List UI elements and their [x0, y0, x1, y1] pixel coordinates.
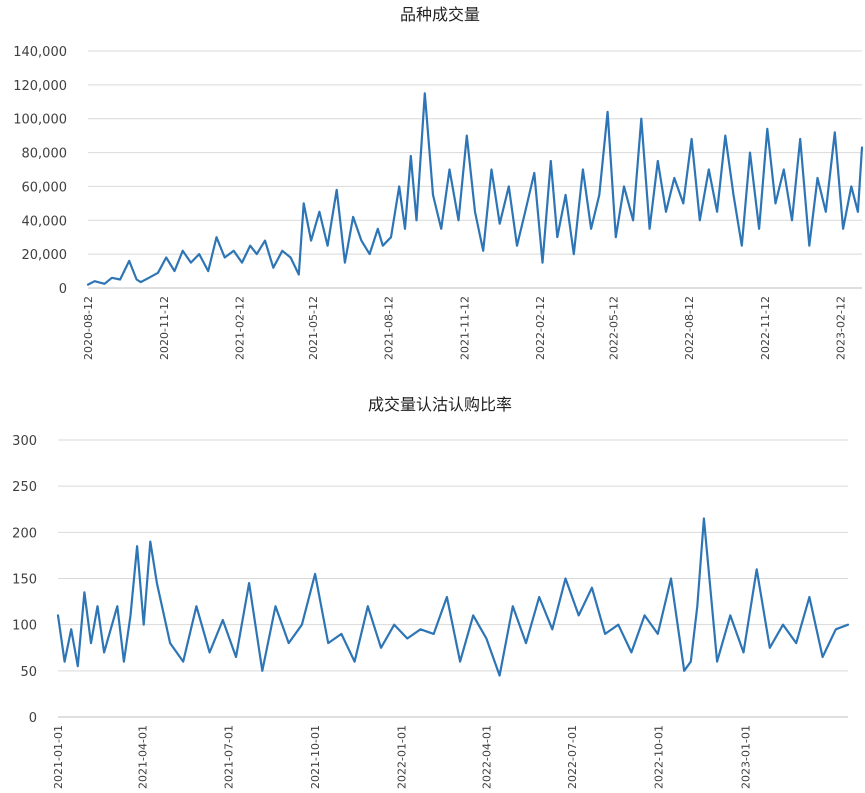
- volume-x-tick-label: 2022-11-12: [759, 296, 772, 360]
- pc-ratio-x-tick-label: 2023-01-01: [739, 725, 752, 789]
- pc-ratio-x-tick-label: 2021-04-01: [137, 725, 150, 789]
- volume-y-tick-label: 120,000: [13, 79, 67, 94]
- volume-chart-x-axis: 2020-08-12 2020-11-12 2021-02-12 2021-05-12…: [82, 296, 848, 360]
- volume-series-line: [86, 92, 864, 286]
- pc-ratio-chart-gridlines: [58, 439, 848, 718]
- volume-chart: 品种成交量 0 20,000 40,000 60,000 80,000 100,000 12…: [13, 5, 864, 360]
- volume-chart-y-axis: 0 20,000 40,000 60,000 80,000 100,000 120,000 1…: [13, 45, 67, 297]
- volume-y-tick-label: 140,000: [13, 45, 67, 60]
- volume-chart-title: 品种成交量: [400, 5, 480, 24]
- volume-y-tick-label: 20,000: [22, 248, 68, 263]
- volume-x-tick-label: 2021-11-12: [458, 296, 471, 360]
- pc-ratio-chart-y-axis: 0 50 100 150 200 250 300: [12, 434, 37, 726]
- pc-ratio-y-tick-label: 50: [20, 665, 37, 680]
- pc-ratio-x-tick-label: 2022-10-01: [653, 725, 666, 789]
- volume-x-tick-label: 2022-02-12: [534, 296, 547, 360]
- pc-ratio-y-tick-label: 100: [12, 619, 37, 634]
- pc-ratio-x-tick-label: 2022-07-01: [566, 725, 579, 789]
- pc-ratio-y-tick-label: 0: [29, 711, 37, 726]
- volume-y-tick-label: 60,000: [22, 180, 68, 195]
- volume-y-tick-label: 40,000: [22, 214, 68, 229]
- pc-ratio-chart-title: 成交量认沽认购比率: [368, 395, 512, 414]
- volume-y-tick-label: 80,000: [22, 147, 68, 162]
- pc-ratio-x-tick-label: 2021-07-01: [222, 725, 235, 789]
- volume-y-tick-label: 0: [59, 282, 67, 297]
- volume-x-tick-label: 2021-08-12: [383, 296, 396, 360]
- volume-x-tick-label: 2020-11-12: [158, 296, 171, 360]
- pc-ratio-x-tick-label: 2022-04-01: [480, 725, 493, 789]
- volume-x-tick-label: 2022-05-12: [607, 296, 620, 360]
- pc-ratio-y-tick-label: 200: [12, 526, 37, 541]
- volume-x-tick-label: 2021-05-12: [307, 296, 320, 360]
- pc-ratio-y-tick-label: 150: [12, 573, 37, 588]
- volume-x-tick-label: 2020-08-12: [82, 296, 95, 360]
- pc-ratio-y-tick-label: 300: [12, 434, 37, 449]
- volume-chart-gridlines: [88, 50, 862, 289]
- pc-ratio-x-tick-label: 2022-01-01: [396, 725, 409, 789]
- pc-ratio-chart-x-axis: 2021-01-01 2021-04-01 2021-07-01 2021-10-01…: [52, 725, 752, 789]
- volume-y-tick-label: 100,000: [13, 113, 67, 128]
- volume-x-tick-label: 2023-02-12: [835, 296, 848, 360]
- pc-ratio-x-tick-label: 2021-10-01: [309, 725, 322, 789]
- volume-x-tick-label: 2021-02-12: [234, 296, 247, 360]
- pc-ratio-series-line: [56, 517, 850, 677]
- volume-x-tick-label: 2022-08-12: [683, 296, 696, 360]
- pc-ratio-x-tick-label: 2021-01-01: [52, 725, 65, 789]
- pc-ratio-y-tick-label: 250: [12, 480, 37, 495]
